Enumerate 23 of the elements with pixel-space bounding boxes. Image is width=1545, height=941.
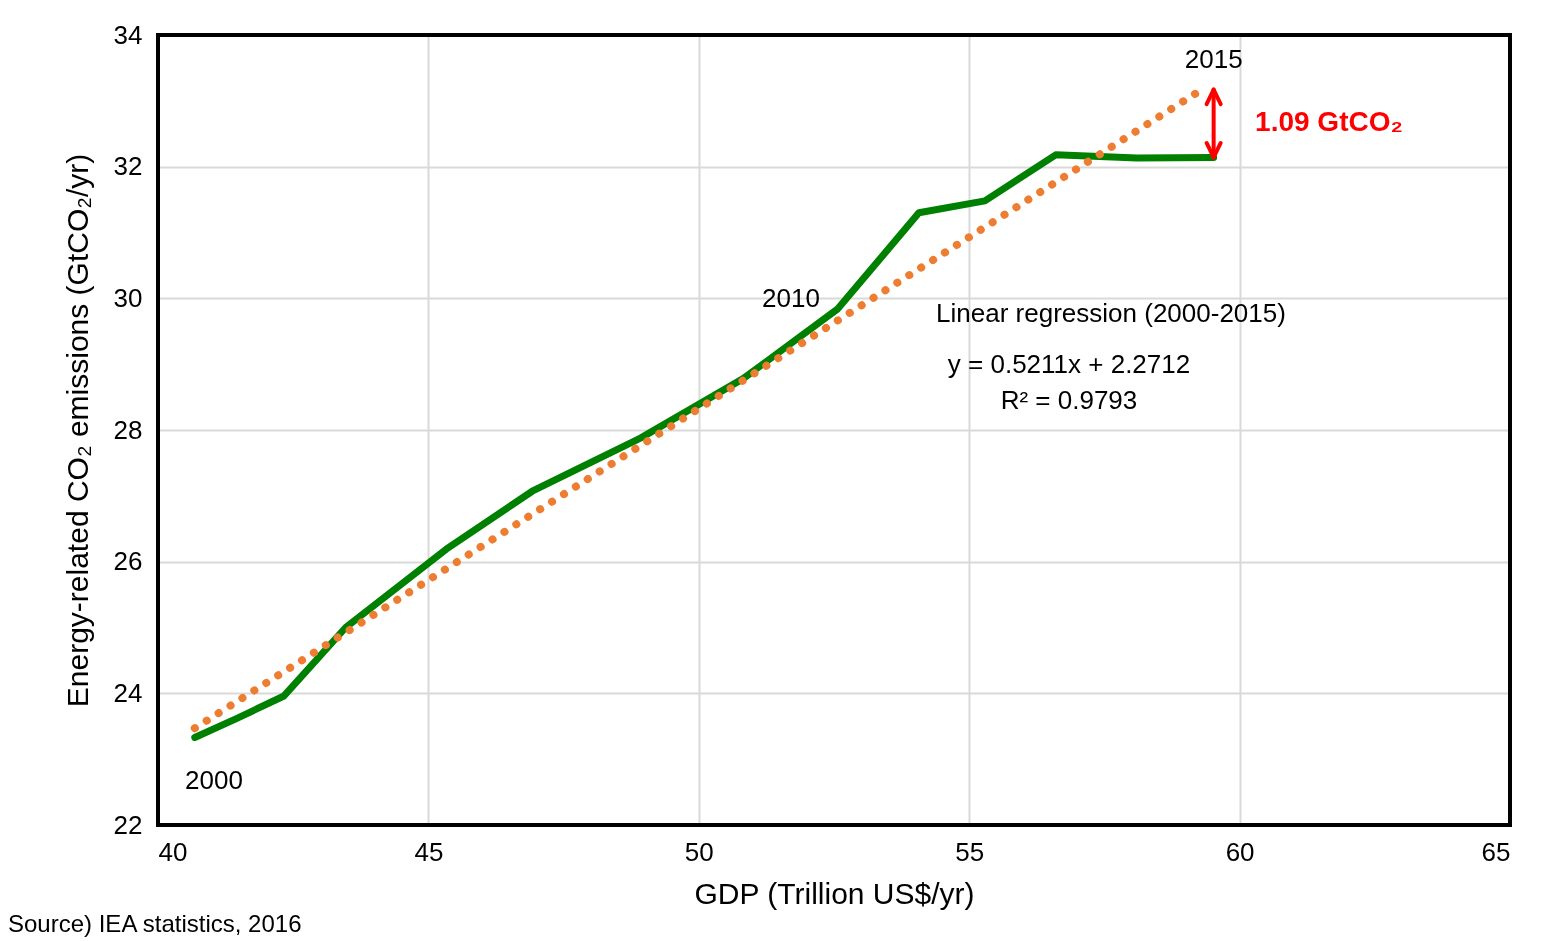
x-axis-title: GDP (Trillion US$/yr) (694, 876, 975, 910)
annotation: 2000 (185, 765, 243, 795)
source-note: Source) IEA statistics, 2016 (8, 910, 302, 937)
y-tick-label: 32 (113, 151, 143, 182)
y-tick-label: 34 (113, 19, 143, 50)
annotation: 1.09 GtCO₂ (1255, 106, 1403, 137)
y-tick-label: 22 (113, 809, 143, 840)
annotation: y = 0.5211x + 2.2712 (947, 349, 1191, 379)
x-tick-label: 60 (1225, 836, 1255, 867)
y-tick-label: 26 (113, 546, 143, 577)
x-tick-label: 45 (414, 836, 444, 867)
y-tick-label: 30 (113, 282, 143, 313)
x-tick-label: 50 (684, 836, 714, 867)
x-tick-label: 55 (955, 836, 985, 867)
y-tick-label: 28 (113, 414, 143, 445)
y-axis-title: Energy-related CO₂ emissions (GtCO₂/yr) (60, 153, 94, 708)
x-tick-label: 40 (158, 836, 188, 867)
y-tick-label: 24 (113, 677, 143, 708)
annotation: R² = 0.9793 (1000, 385, 1138, 415)
annotation: 2010 (762, 283, 820, 313)
x-tick-label: 65 (1481, 836, 1511, 867)
annotation: Linear regression (2000-2015) (936, 298, 1286, 328)
annotation: 2015 (1184, 43, 1243, 74)
